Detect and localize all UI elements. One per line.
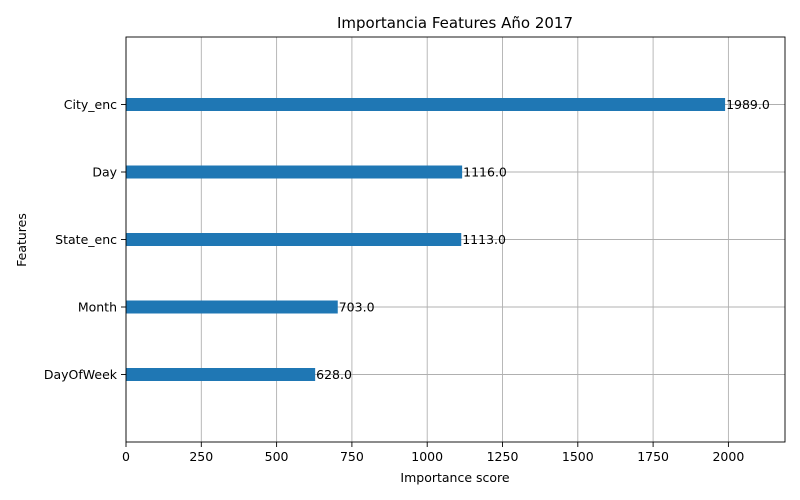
bars: [126, 98, 726, 381]
y-axis-label: Features: [14, 213, 29, 267]
data-label: 703.0: [339, 300, 375, 315]
x-tick-label: 1000: [411, 449, 443, 464]
x-tick-label: 1250: [487, 449, 519, 464]
data-label: 1116.0: [463, 165, 507, 180]
x-tick-label: 2000: [712, 449, 744, 464]
x-tick-label: 1750: [637, 449, 669, 464]
bar-state_enc: [126, 233, 462, 246]
chart-title: Importancia Features Año 2017: [337, 14, 573, 32]
x-tick-label: 750: [340, 449, 364, 464]
data-labels: 1989.0 1116.0 1113.0 703.0 628.0: [316, 97, 770, 382]
y-axis-ticks: City_enc Day State_enc Month DayOfWeek: [44, 97, 126, 382]
x-tick-label: 500: [265, 449, 289, 464]
x-axis-ticks: 0 250 500 750 1000 1250 1500 1750 2000: [122, 442, 744, 464]
data-label: 1113.0: [462, 232, 506, 247]
bar-month: [126, 300, 338, 314]
bar-dayofweek: [126, 368, 316, 381]
y-tick-label: DayOfWeek: [44, 367, 118, 382]
data-label: 628.0: [316, 367, 352, 382]
bar-day: [126, 165, 463, 179]
data-label: 1989.0: [726, 97, 770, 112]
x-tick-label: 0: [122, 449, 130, 464]
x-tick-label: 1500: [562, 449, 594, 464]
y-tick-label: Month: [78, 300, 117, 315]
y-tick-label: State_enc: [55, 232, 117, 247]
bar-city_enc: [126, 98, 726, 111]
y-tick-label: City_enc: [64, 97, 117, 112]
x-axis-label: Importance score: [400, 470, 510, 485]
y-tick-label: Day: [92, 165, 117, 180]
x-tick-label: 250: [189, 449, 213, 464]
